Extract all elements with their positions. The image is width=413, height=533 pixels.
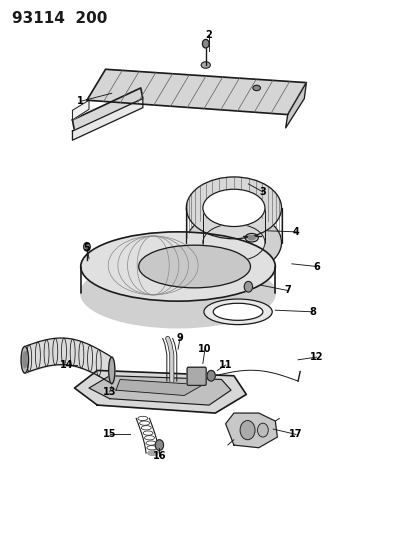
Ellipse shape: [21, 346, 28, 373]
Circle shape: [206, 370, 215, 381]
Circle shape: [240, 421, 254, 440]
Circle shape: [155, 440, 163, 450]
Text: 12: 12: [309, 352, 323, 362]
Polygon shape: [225, 413, 277, 448]
Circle shape: [244, 281, 252, 292]
Ellipse shape: [201, 62, 210, 68]
Polygon shape: [74, 370, 246, 413]
Text: 10: 10: [198, 344, 211, 354]
Text: 17: 17: [289, 430, 302, 439]
Polygon shape: [72, 88, 142, 131]
Ellipse shape: [81, 259, 275, 328]
Ellipse shape: [186, 212, 281, 273]
Polygon shape: [89, 376, 230, 405]
Ellipse shape: [186, 177, 281, 239]
Ellipse shape: [248, 236, 254, 240]
Ellipse shape: [108, 357, 115, 384]
Text: 14: 14: [59, 360, 73, 370]
Polygon shape: [72, 100, 89, 120]
Ellipse shape: [81, 232, 275, 301]
Text: 4: 4: [292, 227, 299, 237]
Ellipse shape: [252, 85, 260, 91]
Circle shape: [83, 243, 90, 251]
Text: 16: 16: [152, 451, 166, 461]
Polygon shape: [285, 83, 306, 128]
Text: 13: 13: [103, 387, 116, 397]
Polygon shape: [116, 379, 202, 395]
Text: 15: 15: [103, 430, 116, 439]
Text: 7: 7: [284, 286, 290, 295]
Circle shape: [257, 423, 268, 437]
Text: 93114  200: 93114 200: [12, 11, 107, 26]
Text: 1: 1: [77, 96, 84, 106]
Ellipse shape: [147, 451, 157, 455]
Text: 5: 5: [83, 243, 90, 253]
Text: 8: 8: [309, 307, 315, 317]
Text: 9: 9: [176, 334, 183, 343]
Ellipse shape: [202, 224, 264, 261]
Text: 3: 3: [259, 187, 266, 197]
Text: 2: 2: [205, 30, 212, 39]
Ellipse shape: [213, 303, 262, 320]
Ellipse shape: [244, 233, 258, 242]
Circle shape: [202, 39, 209, 48]
Ellipse shape: [138, 245, 250, 288]
Polygon shape: [72, 99, 142, 140]
Text: 11: 11: [218, 360, 232, 370]
Ellipse shape: [203, 299, 271, 325]
Text: 6: 6: [313, 262, 319, 271]
FancyBboxPatch shape: [187, 367, 206, 385]
Ellipse shape: [202, 189, 264, 227]
Polygon shape: [87, 69, 306, 115]
Ellipse shape: [23, 352, 26, 368]
